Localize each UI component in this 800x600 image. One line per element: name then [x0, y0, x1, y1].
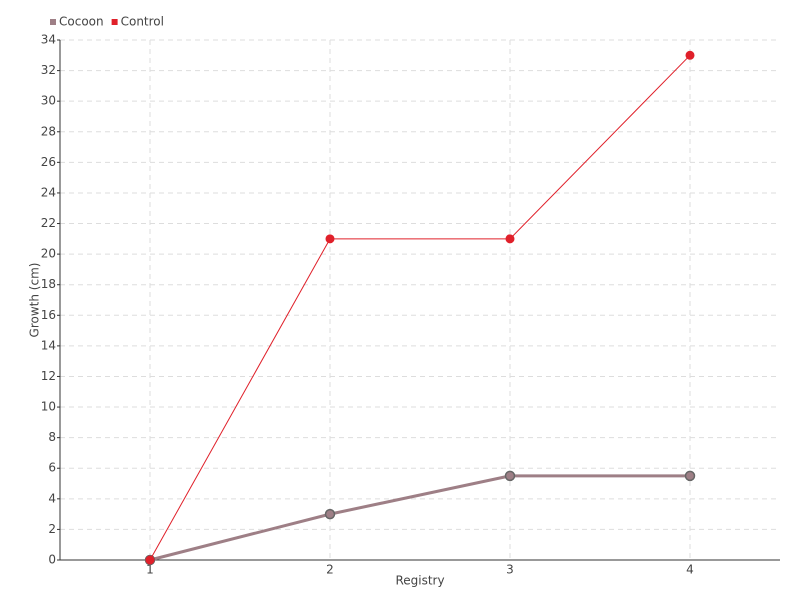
x-tick-label: 4	[686, 563, 694, 577]
x-axis-label: Registry	[395, 574, 444, 588]
legend-label: Control	[121, 15, 164, 29]
y-tick-label: 2	[48, 522, 56, 536]
series-line	[149, 474, 690, 562]
y-tick-label: 32	[41, 63, 56, 77]
x-tick-label: 3	[506, 563, 514, 577]
y-tick-label: 34	[41, 33, 56, 47]
point	[685, 50, 695, 60]
point	[504, 470, 516, 482]
y-tick-label: 12	[41, 369, 56, 383]
y-tick-label: 16	[41, 308, 56, 322]
y-axis-label: Growth (cm)	[28, 263, 42, 338]
y-tick-label: 6	[48, 461, 56, 475]
y-tick-label: 24	[41, 185, 56, 199]
y-tick-label: 22	[41, 216, 56, 230]
legend-swatch	[50, 19, 56, 25]
x-tick-label: 1	[146, 563, 154, 577]
y-tick-label: 14	[41, 338, 56, 352]
legend-label: Cocoon	[59, 15, 104, 29]
y-tick-label: 0	[48, 553, 56, 567]
point	[684, 470, 696, 482]
y-tick-label: 18	[41, 277, 56, 291]
point	[324, 508, 336, 520]
y-tick-label: 28	[41, 124, 56, 138]
y-tick-label: 20	[41, 247, 56, 261]
y-tick-label: 8	[48, 430, 56, 444]
legend-swatch	[111, 19, 118, 25]
series-line	[149, 54, 691, 561]
y-tick-label: 26	[41, 155, 56, 169]
y-tick-label: 4	[48, 491, 56, 505]
y-tick-label: 30	[41, 94, 56, 108]
x-tick-label: 2	[326, 563, 334, 577]
point	[145, 555, 155, 565]
y-tick-label: 10	[41, 400, 56, 414]
point	[505, 234, 515, 244]
point	[325, 234, 335, 244]
